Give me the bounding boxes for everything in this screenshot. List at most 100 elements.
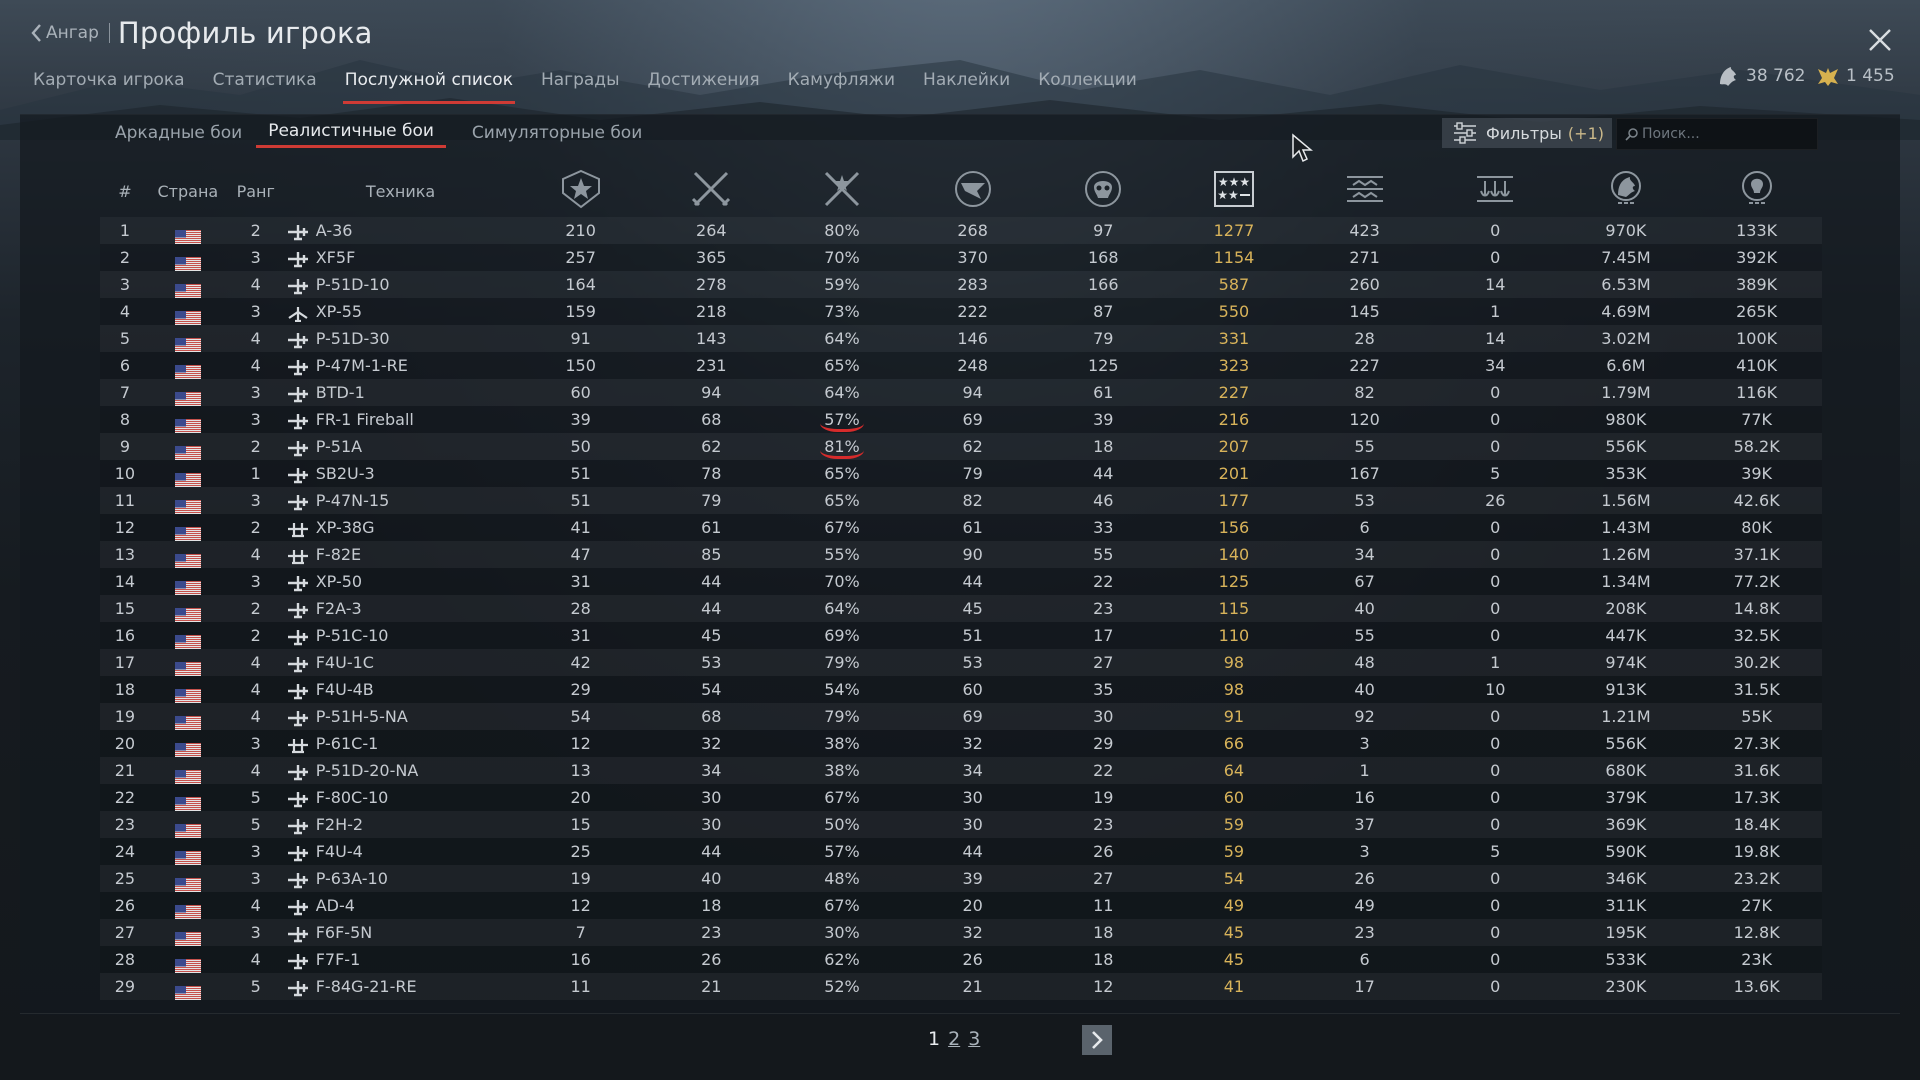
col-respawns[interactable] <box>907 165 1038 217</box>
table-row[interactable]: 14 3 XP-50 31 44 70% 44 22 125 67 0 1.34M 77.2K <box>100 568 1822 595</box>
table-row[interactable]: 5 4 P-51D-30 91 143 64% 146 79 331 28 14 3.02M 100K <box>100 325 1822 352</box>
stat-win-rate: 48% <box>824 869 860 888</box>
stat-naval-kills: 0 <box>1490 707 1501 726</box>
stat-deaths: 11 <box>1093 896 1114 915</box>
tab-camouflages[interactable]: Камуфляжи <box>787 70 896 90</box>
col-victories[interactable] <box>515 165 646 217</box>
tab-awards[interactable]: Награды <box>540 70 620 90</box>
table-row[interactable]: 3 4 P-51D-10 164 278 59% 283 166 587 260 14 6.53M 38… <box>100 271 1822 298</box>
table-row[interactable]: 15 2 F2A-3 28 44 64% 45 23 115 40 0 208K 14.8K <box>100 595 1822 622</box>
plane-type-icon <box>287 899 308 915</box>
col-win-rate[interactable] <box>777 165 908 217</box>
row-number: 11 <box>114 491 136 510</box>
table-row[interactable]: 26 4 AD-4 12 18 67% 20 11 49 49 0 311K 27K <box>100 892 1822 919</box>
col-silver-earned[interactable] <box>1561 165 1692 217</box>
stat-research-earned: 12.8K <box>1733 923 1780 942</box>
table-row[interactable]: 2 3 XF5F 257 365 70% 370 168 1154 271 0 7.45M 392K <box>100 244 1822 271</box>
table-row[interactable]: 18 4 F4U-4B 29 54 54% 60 35 98 40 10 913K 31.5K <box>100 676 1822 703</box>
table-row[interactable]: 10 1 SB2U-3 51 78 65% 79 44 201 167 5 353K 39K <box>100 460 1822 487</box>
col-number[interactable]: # <box>118 181 132 201</box>
tab-realistic-battles[interactable]: Реалистичные бои <box>256 118 446 148</box>
country-cell <box>150 298 226 325</box>
stat-win-rate: 64% <box>824 329 860 348</box>
vehicle-name: P-61C-1 <box>315 734 379 753</box>
tab-achievements[interactable]: Достижения <box>647 70 760 90</box>
stat-research-earned: 14.8K <box>1733 599 1780 618</box>
svg-text:★★★: ★★★ <box>1218 175 1250 189</box>
table-row[interactable]: 28 4 F7F-1 16 26 62% 26 18 45 6 0 533K 23K <box>100 946 1822 973</box>
table-row[interactable]: 13 4 F-82E 47 85 55% 90 55 140 34 0 1.26M 37.1K <box>100 541 1822 568</box>
table-row[interactable]: 19 4 P-51H-5-NA 54 68 79% 69 30 91 92 0 1.21M 55K <box>100 703 1822 730</box>
vehicle-name: P-51D-10 <box>315 275 390 294</box>
table-row[interactable]: 9 2 P-51A 50 62 81% 62 18 207 55 0 556K 58.2K <box>100 433 1822 460</box>
stat-respawns: 30 <box>962 815 983 834</box>
col-naval-kills[interactable] <box>1430 165 1561 217</box>
country-cell <box>150 568 226 595</box>
usa-flag-icon <box>174 657 201 676</box>
search-field[interactable]: Поиск... <box>1616 118 1818 150</box>
plane-type-icon <box>287 278 308 294</box>
tab-player-card[interactable]: Карточка игрока <box>33 70 185 90</box>
stat-respawns: 82 <box>962 491 983 510</box>
table-row[interactable]: 1 2 A-36 210 264 80% 268 97 1277 423 0 970K 133K <box>100 217 1822 244</box>
col-rank[interactable]: Ранг <box>236 181 275 201</box>
plane-type-icon <box>287 251 308 267</box>
tab-collections[interactable]: Коллекции <box>1038 70 1137 90</box>
page-2-link[interactable]: 2 <box>948 1028 961 1050</box>
col-deaths[interactable] <box>1038 165 1169 217</box>
tab-arcade-battles[interactable]: Аркадные бои <box>115 123 243 143</box>
table-row[interactable]: 21 4 P-51D-20-NA 13 34 38% 34 22 64 1 0 680K 31.6K <box>100 757 1822 784</box>
stat-air-kills: 550 <box>1218 302 1250 321</box>
country-cell <box>150 487 226 514</box>
table-row[interactable]: 12 2 XP-38G 41 61 67% 61 33 156 6 0 1.43M 80K <box>100 514 1822 541</box>
vehicle-name: F2A-3 <box>315 599 362 618</box>
table-row[interactable]: 23 5 F2H-2 15 30 50% 30 23 59 37 0 369K 18.4K <box>100 811 1822 838</box>
research-earned-icon <box>1741 171 1772 204</box>
back-to-hangar-button[interactable]: Ангар <box>30 23 99 43</box>
stat-battles: 61 <box>701 518 722 537</box>
table-row[interactable]: 22 5 F-80C-10 20 30 67% 30 19 60 16 0 379K 17.3K <box>100 784 1822 811</box>
col-air-kills[interactable]: ★★★ ★★ <box>1169 165 1300 217</box>
table-row[interactable]: 8 3 FR-1 Fireball 39 68 57% 69 39 216 120 0 980K 77K <box>100 406 1822 433</box>
table-row[interactable]: 16 2 P-51C-10 31 45 69% 51 17 110 55 0 447K 32.5K <box>100 622 1822 649</box>
stat-win-rate: 73% <box>824 302 860 321</box>
stat-deaths: 18 <box>1093 923 1114 942</box>
stat-deaths: 17 <box>1093 626 1114 645</box>
stat-battles: 278 <box>696 275 727 294</box>
table-row[interactable]: 27 3 F6F-5N 7 23 30% 32 18 45 23 0 195K 12.8K <box>100 919 1822 946</box>
stat-ground-kills: 16 <box>1354 788 1375 807</box>
close-icon[interactable] <box>1866 26 1894 54</box>
page-3-link[interactable]: 3 <box>968 1028 981 1050</box>
row-number: 18 <box>114 680 136 699</box>
page-1-link[interactable]: 1 <box>928 1028 941 1050</box>
next-page-button[interactable] <box>1082 1025 1112 1055</box>
tab-statistics[interactable]: Статистика <box>212 70 317 90</box>
vehicle-name: F4U-4B <box>315 680 374 699</box>
jet-type-icon <box>288 306 308 322</box>
tab-service-record[interactable]: Послужной список <box>342 62 516 104</box>
table-row[interactable]: 24 3 F4U-4 25 44 57% 44 26 59 3 5 590K 19.8K <box>100 838 1822 865</box>
col-country[interactable]: Страна <box>157 181 219 201</box>
stat-win-rate: 80% <box>824 221 860 240</box>
stat-air-kills: 1154 <box>1213 248 1255 267</box>
table-row[interactable]: 6 4 P-47M-1-RE 150 231 65% 248 125 323 227 34 6.6M 4… <box>100 352 1822 379</box>
col-battles[interactable] <box>646 165 777 217</box>
country-cell <box>150 811 226 838</box>
table-row[interactable]: 4 3 XP-55 159 218 73% 222 87 550 145 1 4.69M 265K <box>100 298 1822 325</box>
table-row[interactable]: 11 3 P-47N-15 51 79 65% 82 46 177 53 26 1.56M 42.6K <box>100 487 1822 514</box>
col-ground-kills[interactable] <box>1299 165 1430 217</box>
tab-decals[interactable]: Наклейки <box>923 70 1011 90</box>
stat-victories: 47 <box>570 545 591 564</box>
table-row[interactable]: 20 3 P-61C-1 12 32 38% 32 29 66 3 0 556K 27.3K <box>100 730 1822 757</box>
stat-naval-kills: 0 <box>1490 599 1501 618</box>
col-research-earned[interactable] <box>1691 165 1822 217</box>
table-row[interactable]: 29 5 F-84G-21-RE 11 21 52% 21 12 41 17 0 230K 13.6K <box>100 973 1822 1000</box>
stat-naval-kills: 0 <box>1490 248 1501 267</box>
vehicle-name: BTD-1 <box>315 383 365 402</box>
filters-button[interactable]: Фильтры (+1) <box>1442 118 1612 148</box>
tab-simulator-battles[interactable]: Симуляторные бои <box>471 123 643 143</box>
table-row[interactable]: 7 3 BTD-1 60 94 64% 94 61 227 82 0 1.79M 116K <box>100 379 1822 406</box>
table-row[interactable]: 25 3 P-63A-10 19 40 48% 39 27 54 26 0 346K 23.2K <box>100 865 1822 892</box>
col-vehicle[interactable]: Техника <box>365 181 436 201</box>
table-row[interactable]: 17 4 F4U-1C 42 53 79% 53 27 98 48 1 974K 30.2K <box>100 649 1822 676</box>
